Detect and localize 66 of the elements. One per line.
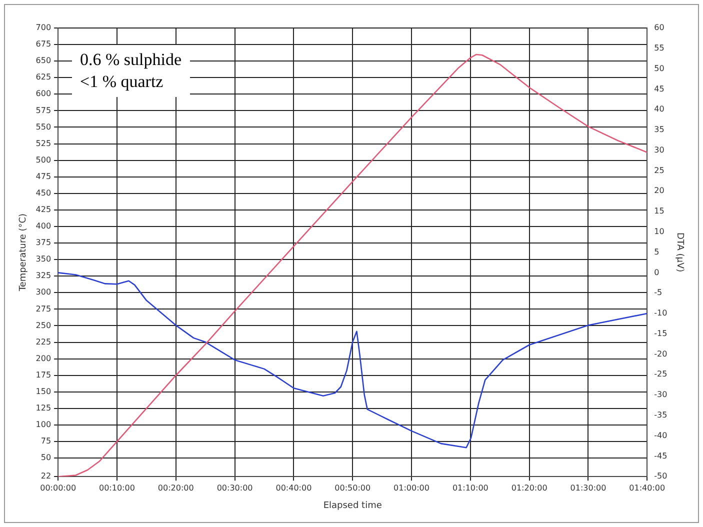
y2-tick-label: 15: [654, 206, 664, 216]
y-tick-label: 250: [36, 320, 52, 330]
x-tick-label: 00:40:00: [276, 483, 312, 492]
y-tick-label: 50: [40, 453, 52, 462]
y2-tick-label: 10: [654, 226, 664, 236]
y-tick-label: 100: [36, 420, 52, 430]
y2-tick-label: 60: [654, 23, 664, 32]
y2-tick-label: 30: [654, 145, 664, 154]
y-tick-label: 625: [36, 72, 52, 82]
x-tick-label: 00:10:00: [99, 483, 135, 492]
annotation: 0.6 % sulphide <1 % quartz: [72, 45, 190, 98]
y-tick-label: 575: [36, 106, 52, 115]
y-tick-label: 650: [36, 56, 52, 66]
y-tick-label: 275: [36, 304, 52, 314]
y2-tick-label: -50: [654, 472, 668, 481]
y-tick-label: 200: [36, 354, 52, 363]
y2-tick-label: 5: [654, 247, 660, 256]
y2-tick-label: -5: [654, 288, 662, 298]
y2-tick-label: -35: [654, 410, 668, 420]
y-axis-title: Temperature (°C): [18, 213, 29, 292]
y2-tick-label: 35: [654, 125, 664, 134]
y-tick-label: 500: [36, 155, 52, 164]
y-tick-label: 700: [36, 23, 52, 32]
x-tick-label: 01:30:00: [570, 483, 606, 492]
y-tick-label: 150: [36, 386, 52, 396]
y-tick-label: 400: [36, 222, 52, 231]
y2-tick-label: 40: [654, 104, 664, 114]
y-tick-label: 550: [36, 122, 52, 132]
y-tick-label: 375: [36, 238, 52, 248]
y2-tick-label: -20: [654, 349, 668, 358]
y-tick-label: 450: [36, 188, 52, 198]
y-tick-label: 22: [40, 472, 52, 481]
y-tick-label: 325: [36, 271, 52, 280]
x-tick-label: 00:50:00: [334, 483, 371, 492]
y2-tick-label: 55: [654, 43, 664, 52]
y-tick-label: 475: [36, 172, 52, 181]
x-axis-title: Elapsed time: [323, 500, 382, 511]
y-tick-label: 175: [36, 370, 52, 380]
y2-tick-label: -30: [654, 390, 668, 400]
y-tick-label: 600: [36, 89, 52, 98]
y2-tick-label: -40: [654, 430, 668, 440]
y-tick-label: 300: [36, 288, 52, 297]
y-tick-label: 425: [36, 205, 52, 214]
x-tick-label: 01:00:00: [394, 483, 430, 492]
x-tick-label: 01:40:00: [629, 483, 666, 492]
x-tick-label: 01:10:00: [452, 483, 488, 492]
x-tick-label: 01:20:00: [511, 483, 548, 492]
y-tick-label: 525: [36, 138, 52, 148]
y-tick-label: 125: [36, 404, 52, 413]
y-tick-label: 225: [36, 337, 52, 346]
y2-tick-label: -45: [654, 451, 668, 460]
y2-tick-label: -10: [654, 308, 668, 318]
y-tick-label: 675: [36, 40, 52, 49]
y2-tick-label: 50: [654, 64, 664, 73]
y-tick-label: 75: [40, 436, 52, 446]
y2-tick-label: 25: [654, 166, 664, 175]
y2-tick-label: -15: [654, 328, 668, 338]
y2-tick-label: 0: [654, 268, 660, 277]
y2-tick-label: 20: [654, 186, 664, 196]
x-tick-label: 00:00:00: [40, 483, 76, 492]
y-tick-label: 350: [36, 254, 52, 264]
x-tick-label: 00:30:00: [216, 483, 253, 492]
y2-tick-label: 45: [654, 84, 664, 94]
y2-tick-label: -25: [654, 370, 668, 379]
y2-axis-title: DTA (μV): [674, 232, 684, 272]
x-tick-label: 00:20:00: [158, 483, 194, 492]
